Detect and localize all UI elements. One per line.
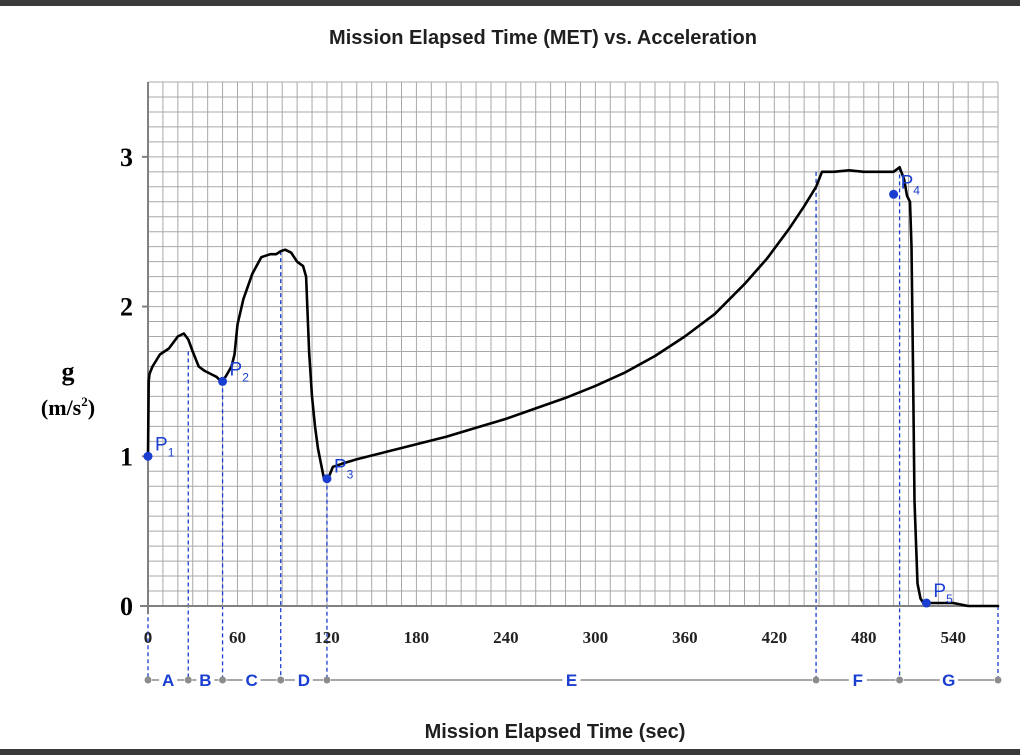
phase-boundary-dot	[323, 676, 331, 684]
acceleration-line	[146, 166, 1000, 608]
y-axis-label-sup: 2	[81, 394, 88, 409]
phase-boundary-dot	[144, 676, 152, 684]
point-marker	[218, 376, 228, 386]
y-tick-label: 1	[120, 442, 133, 471]
point-label: P5	[933, 581, 953, 606]
y-tick-label: 0	[120, 592, 133, 621]
point-marker	[889, 189, 899, 199]
point-marker	[143, 451, 153, 461]
x-tick-label: 300	[583, 628, 609, 647]
y-tick-label: 3	[120, 143, 133, 172]
x-tick-label: 360	[672, 628, 698, 647]
phase-label: C	[245, 671, 257, 690]
y-tick-labels: 0 1 2 3	[120, 143, 148, 621]
y-axis-label-end: )	[88, 395, 95, 420]
x-axis-label: Mission Elapsed Time (sec)	[425, 721, 686, 743]
point-label: P4	[901, 172, 921, 197]
point-label-letter: P	[933, 581, 946, 602]
point-label: P1	[155, 434, 175, 459]
grid	[147, 81, 999, 607]
phase-boundary-dot	[219, 676, 227, 684]
point-label-letter: P	[334, 457, 347, 478]
point-marker	[322, 474, 332, 484]
phase-label: G	[942, 671, 955, 690]
x-tick-labels: 0 60 120 180 240 300 360 420 480 540	[144, 628, 966, 647]
axes	[140, 82, 998, 614]
phase-boundary-dot	[994, 676, 1002, 684]
x-tick-label: 420	[762, 628, 788, 647]
series-lines	[146, 166, 1000, 608]
point-label-subscript: 4	[913, 183, 920, 197]
x-tick-label: 480	[851, 628, 877, 647]
x-tick-label: 60	[229, 628, 246, 647]
x-tick-label: 120	[314, 628, 340, 647]
phase-boundary-dot	[277, 676, 285, 684]
point-label-letter: P	[155, 434, 168, 455]
point-label-letter: P	[901, 172, 914, 193]
phase-label: D	[298, 671, 310, 690]
phase-label: F	[853, 671, 863, 690]
x-tick-label: 540	[941, 628, 967, 647]
y-axis-label-line2: (m/s2)	[41, 394, 95, 420]
phase-boundary-dot	[812, 676, 820, 684]
x-tick-label: 240	[493, 628, 519, 647]
phase-axis: A B C D E F G	[144, 671, 1002, 690]
x-tick-label: 180	[404, 628, 430, 647]
point-label: P3	[334, 457, 354, 482]
bottom-frame-bar	[0, 749, 1020, 755]
x-tick-label: 0	[144, 628, 153, 647]
phase-label: E	[566, 671, 577, 690]
phase-boundary-dot	[184, 676, 192, 684]
point-label-letter: P	[230, 359, 243, 380]
point-label-subscript: 5	[946, 592, 953, 606]
point-marker	[921, 598, 931, 608]
phase-boundary-lines	[147, 167, 999, 680]
point-label-subscript: 3	[347, 468, 354, 482]
y-axis-label-line1: g	[62, 357, 75, 386]
y-axis-label-base: (m/s	[41, 395, 82, 420]
phase-label: B	[199, 671, 211, 690]
point-label-subscript: 1	[168, 445, 175, 459]
top-frame-bar	[0, 0, 1020, 6]
point-label: P2	[230, 359, 250, 384]
phase-label: A	[162, 671, 174, 690]
chart-title: Mission Elapsed Time (MET) vs. Accelerat…	[329, 27, 757, 49]
phase-boundary-dot	[896, 676, 904, 684]
point-label-subscript: 2	[242, 370, 249, 384]
y-tick-label: 2	[120, 293, 133, 322]
